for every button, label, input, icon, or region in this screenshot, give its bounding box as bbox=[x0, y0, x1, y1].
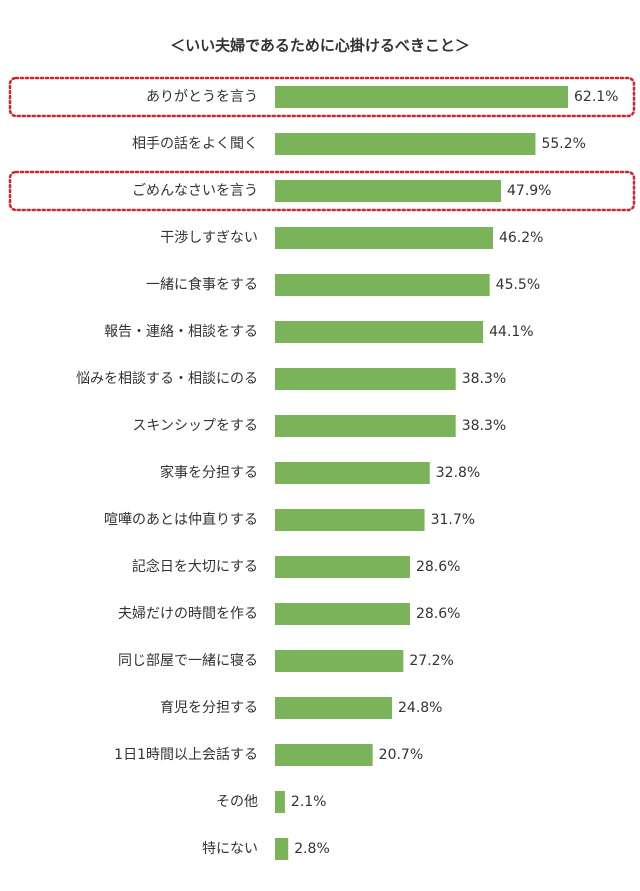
category-label: 喧嘩のあとは仲直りする bbox=[104, 511, 258, 528]
value-label: 31.7% bbox=[431, 512, 475, 528]
category-label: 1日1時間以上会話する bbox=[114, 746, 258, 763]
bar bbox=[275, 791, 285, 813]
bar bbox=[275, 556, 410, 578]
chart-title: ＜いい夫婦であるために心掛けるべきこと＞ bbox=[170, 37, 470, 55]
bar bbox=[275, 603, 410, 625]
value-label: 47.9% bbox=[507, 183, 551, 199]
category-label: スキンシップをする bbox=[132, 418, 258, 434]
category-label: 報告・連絡・相談をする bbox=[104, 324, 258, 340]
bar bbox=[275, 180, 502, 202]
category-label: ごめんなさいを言う bbox=[132, 183, 258, 199]
category-label: 特にない bbox=[202, 841, 258, 857]
value-label: 44.1% bbox=[489, 324, 533, 340]
bar bbox=[275, 86, 568, 108]
value-label: 28.6% bbox=[416, 559, 460, 575]
value-label: 45.5% bbox=[496, 277, 540, 293]
bar bbox=[275, 274, 490, 296]
bar bbox=[275, 509, 425, 531]
category-label: 夫婦だけの時間を作る bbox=[118, 605, 258, 622]
bar bbox=[275, 368, 456, 390]
bar bbox=[275, 744, 373, 766]
category-label: 干渉しすぎない bbox=[160, 230, 258, 246]
value-label: 55.2% bbox=[541, 136, 585, 152]
category-label: 悩みを相談する・相談にのる bbox=[76, 371, 258, 387]
highlight-box bbox=[8, 76, 636, 118]
value-label: 62.1% bbox=[574, 89, 618, 105]
category-label: 育児を分担する bbox=[160, 700, 258, 716]
value-label: 2.8% bbox=[294, 841, 330, 857]
category-label: 記念日を大切にする bbox=[132, 558, 258, 575]
category-label: 家事を分担する bbox=[160, 464, 258, 481]
category-label: ありがとうを言う bbox=[146, 89, 258, 105]
category-label: その他 bbox=[216, 794, 258, 810]
bar bbox=[275, 321, 484, 343]
bar bbox=[275, 838, 289, 860]
bar bbox=[275, 650, 404, 672]
value-label: 2.1% bbox=[291, 794, 327, 810]
category-label: 相手の話をよく聞く bbox=[132, 135, 258, 152]
bar bbox=[275, 415, 456, 437]
value-label: 27.2% bbox=[409, 653, 453, 669]
category-label: 一緒に食事をする bbox=[146, 276, 258, 293]
bar bbox=[275, 133, 536, 155]
value-label: 20.7% bbox=[379, 747, 423, 763]
bar bbox=[275, 462, 430, 484]
value-label: 32.8% bbox=[436, 465, 480, 481]
category-label: 同じ部屋で一緒に寝る bbox=[118, 652, 258, 669]
value-label: 46.2% bbox=[499, 230, 543, 246]
value-label: 28.6% bbox=[416, 606, 460, 622]
value-label: 38.3% bbox=[462, 371, 506, 387]
value-label: 24.8% bbox=[398, 700, 442, 716]
bar bbox=[275, 227, 493, 249]
value-label: 38.3% bbox=[462, 418, 506, 434]
bar bbox=[275, 697, 393, 719]
highlight-box bbox=[8, 170, 636, 212]
